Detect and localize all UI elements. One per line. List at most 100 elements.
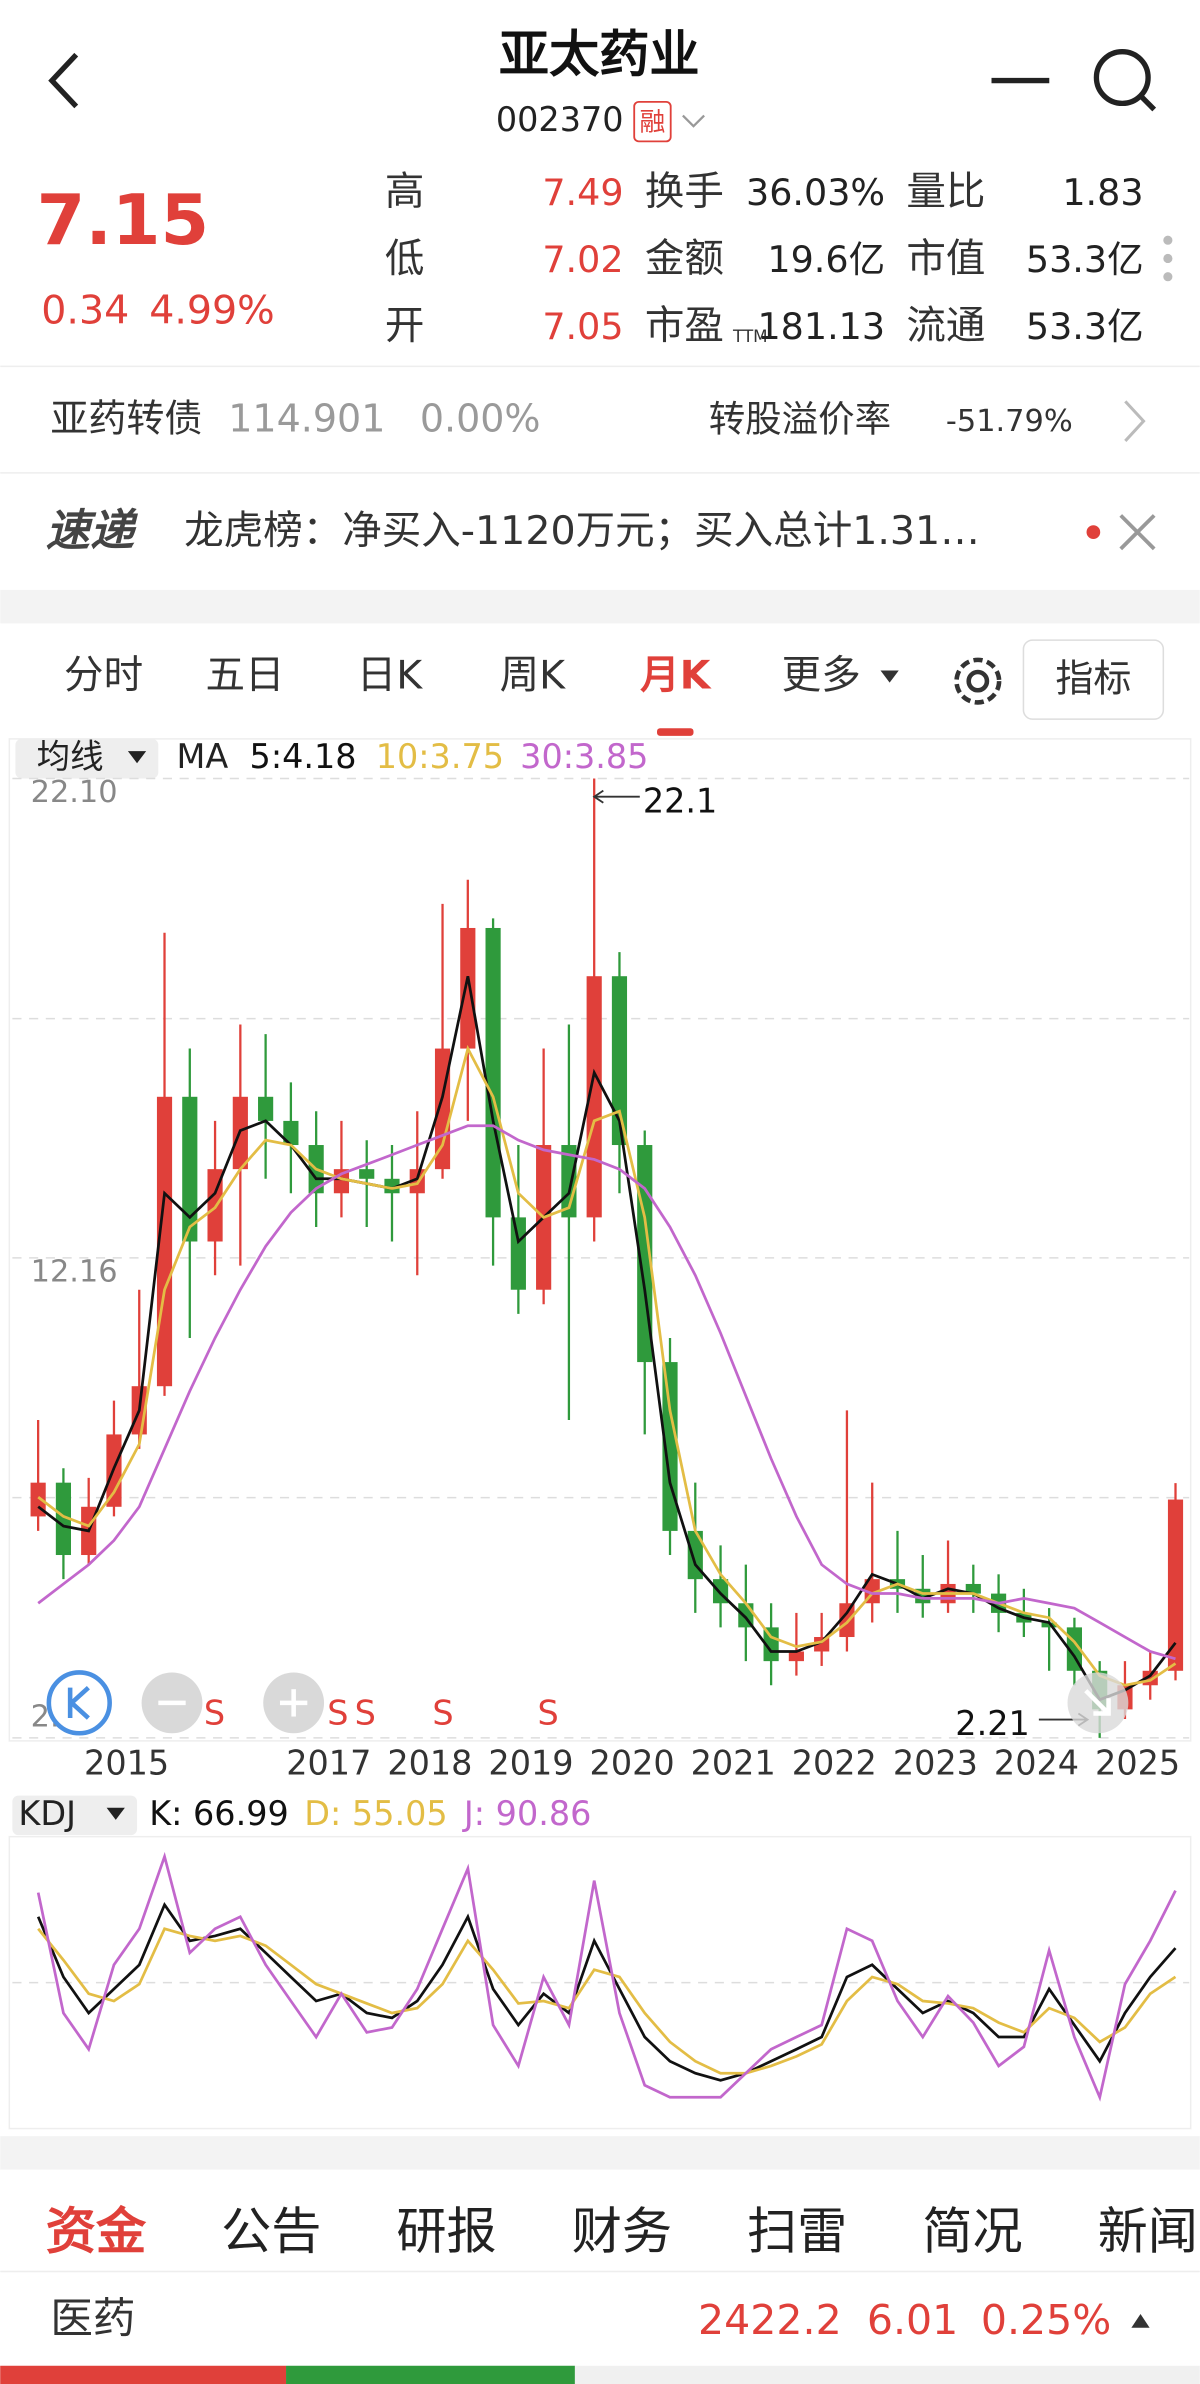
- kline-button[interactable]: [46, 1670, 112, 1736]
- legend-entry: D: 55.05: [304, 1794, 447, 1833]
- more-button[interactable]: [1163, 235, 1173, 282]
- section-gap: [0, 589, 1200, 624]
- bottom-tab[interactable]: 新闻: [1098, 2202, 1198, 2261]
- close-news[interactable]: [1119, 514, 1156, 551]
- bottom-tab[interactable]: 研报: [396, 2202, 496, 2261]
- price-change: 0.34: [41, 288, 129, 334]
- chevron: [1124, 400, 1146, 442]
- breadth-bar-rest: [574, 2365, 1200, 2384]
- stat-label: 金额: [645, 236, 724, 282]
- period-tab[interactable]: 分时: [64, 653, 143, 699]
- x-tick-label: 2019: [488, 1744, 573, 1783]
- period-tab[interactable]: 日K: [357, 653, 424, 699]
- candle-body: [965, 1583, 981, 1594]
- bond-row[interactable]: 亚药转债 114.901 0.00% 转股溢价率 -51.79%: [50, 397, 1146, 442]
- active-tab-indicator: [657, 728, 694, 736]
- candle-body: [839, 1603, 855, 1638]
- stat-sublabel: TTM: [732, 326, 768, 346]
- stat-value: 7.49: [542, 171, 623, 214]
- sell-signal: S: [327, 1694, 348, 1733]
- indicator-label: 指标: [1055, 657, 1131, 701]
- kdj-selector[interactable]: [12, 1795, 138, 1836]
- stat-value: 36.03%: [746, 171, 885, 214]
- x-tick-label: 2020: [590, 1744, 675, 1783]
- zoom-in-button[interactable]: [263, 1672, 325, 1734]
- sector-change-pct: 0.25%: [981, 2296, 1111, 2344]
- y-tick-label: 12.16: [31, 1255, 118, 1290]
- period-tab[interactable]: 月K: [640, 653, 712, 699]
- x-tick-label: 2018: [387, 1744, 472, 1783]
- x-tick-label: 2022: [792, 1744, 877, 1783]
- expand-footer[interactable]: [1131, 2314, 1150, 2328]
- stat-label: 换手: [645, 169, 724, 215]
- indicator-line: [37, 1044, 1177, 1687]
- bond-price: 114.901: [228, 397, 385, 441]
- x-tick-label: 2024: [994, 1744, 1079, 1783]
- news-badge: 速递: [46, 506, 139, 557]
- back-button[interactable]: [48, 52, 79, 109]
- settings-button[interactable]: [954, 657, 1002, 705]
- candle-body: [460, 927, 476, 1049]
- period-tab[interactable]: 五日: [205, 653, 284, 699]
- stat-label: 量比: [906, 169, 985, 215]
- bottom-tab[interactable]: 公告: [221, 2202, 321, 2261]
- legend-entry: 5:4.18: [250, 737, 357, 776]
- code-dropdown[interactable]: [682, 114, 705, 128]
- sell-signal: S: [538, 1694, 559, 1733]
- candle-body: [1041, 1622, 1057, 1628]
- stat-label: 流通: [906, 303, 985, 349]
- candle-body: [283, 1120, 299, 1146]
- candle-body: [510, 1217, 526, 1290]
- price: 7.15: [37, 180, 210, 261]
- x-tick-label: 2025: [1095, 1744, 1180, 1783]
- breadth-bar-down: [286, 2365, 575, 2384]
- x-tick-label: 2017: [286, 1744, 371, 1783]
- stat-label: 低: [385, 236, 425, 282]
- period-tab[interactable]: 更多: [782, 653, 861, 699]
- zoom-out-button[interactable]: [141, 1672, 203, 1734]
- premium-label: 转股溢价率: [709, 398, 891, 441]
- bottom-tab[interactable]: 简况: [922, 2202, 1022, 2261]
- kdj-frame: [8, 1835, 1192, 2130]
- bond-name: 亚药转债: [50, 397, 202, 441]
- stock-code: 002370: [496, 100, 624, 139]
- bottom-tab[interactable]: 财务: [572, 2202, 672, 2261]
- news-text[interactable]: 龙虎榜：净买入-1120万元；买入总计1.31…: [184, 508, 980, 554]
- section-gap: [0, 2136, 1200, 2170]
- unread-dot: [1086, 525, 1101, 539]
- annotation-arrow-head: [592, 789, 604, 804]
- candle-body: [586, 976, 602, 1218]
- sector-change: 6.01: [867, 2296, 958, 2344]
- annotation-label: 22.1: [643, 781, 717, 820]
- y-tick-label: 22.10: [31, 775, 118, 810]
- indicator-line: [36, 1851, 1177, 2102]
- indicator-line: [36, 1901, 1177, 2082]
- candle-body: [55, 1482, 71, 1556]
- bottom-tab[interactable]: 扫雷: [747, 2202, 847, 2261]
- ma-label: MA: [177, 737, 229, 776]
- x-tick-label: 2021: [691, 1744, 776, 1783]
- ma-dropdown: [127, 751, 147, 764]
- bottom-tab[interactable]: 资金: [46, 2202, 147, 2261]
- ma-selector[interactable]: [15, 738, 159, 779]
- stat-value: 53.3亿: [1026, 305, 1144, 348]
- price-change-pct: 4.99%: [149, 288, 275, 334]
- sell-signal: S: [204, 1694, 225, 1733]
- ma-title: 均线: [37, 737, 104, 776]
- stat-label: 高: [385, 169, 425, 215]
- search-button[interactable]: [1093, 49, 1157, 112]
- expand-button[interactable]: [1067, 1672, 1129, 1734]
- indicator-line: [37, 975, 1177, 1702]
- margin-badge-box: [633, 100, 672, 143]
- candle-body: [258, 1096, 274, 1121]
- candle-body: [1167, 1499, 1184, 1671]
- legend-entry: 30:3.85: [520, 737, 648, 776]
- indicator-button[interactable]: [1022, 639, 1165, 720]
- stat-value: 7.02: [542, 238, 623, 281]
- indicator-line: [37, 1124, 1176, 1661]
- legend-entry: 10:3.75: [376, 737, 504, 776]
- period-tab[interactable]: 周K: [500, 653, 567, 699]
- stat-value: 19.6亿: [767, 238, 885, 281]
